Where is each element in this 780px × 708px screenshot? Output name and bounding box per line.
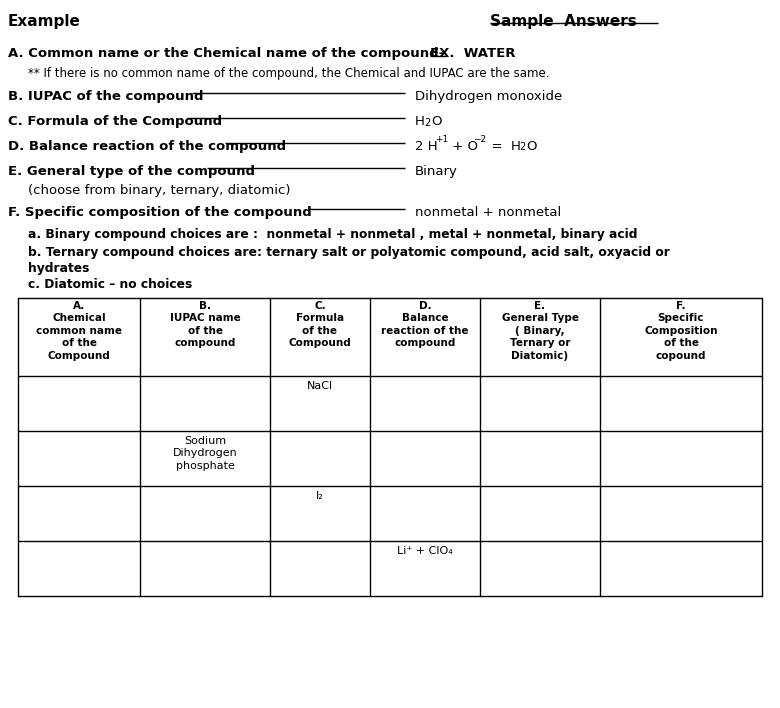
- Text: a. Binary compound choices are :  nonmetal + nonmetal , metal + nonmetal, binary: a. Binary compound choices are : nonmeta…: [28, 228, 637, 241]
- Text: −2: −2: [473, 135, 486, 144]
- Text: B. IUPAC of the compound: B. IUPAC of the compound: [8, 90, 204, 103]
- Text: b. Ternary compound choices are: ternary salt or polyatomic compound, acid salt,: b. Ternary compound choices are: ternary…: [28, 246, 670, 259]
- Text: =  H: = H: [483, 140, 521, 153]
- Text: B.
IUPAC name
of the
compound: B. IUPAC name of the compound: [169, 301, 240, 348]
- Text: Example: Example: [8, 14, 81, 29]
- Text: (choose from binary, ternary, diatomic): (choose from binary, ternary, diatomic): [28, 184, 290, 197]
- Text: O: O: [431, 115, 441, 128]
- Text: Sample  Answers: Sample Answers: [490, 14, 636, 29]
- Text: C. Formula of the Compound: C. Formula of the Compound: [8, 115, 222, 128]
- Text: D.
Balance
reaction of the
compound: D. Balance reaction of the compound: [381, 301, 469, 348]
- Text: Li⁺ + ClO₄: Li⁺ + ClO₄: [397, 546, 453, 556]
- Text: D. Balance reaction of the compound: D. Balance reaction of the compound: [8, 140, 286, 153]
- Text: 2 H: 2 H: [415, 140, 438, 153]
- Text: Binary: Binary: [415, 165, 458, 178]
- Text: NaCl: NaCl: [307, 381, 333, 391]
- Text: c. Diatomic – no choices: c. Diatomic – no choices: [28, 278, 192, 291]
- Text: +1: +1: [435, 135, 448, 144]
- Text: F.
Specific
Composition
of the
copound: F. Specific Composition of the copound: [644, 301, 718, 360]
- Text: + O: + O: [448, 140, 478, 153]
- Text: H: H: [415, 115, 425, 128]
- Text: A.
Chemical
common name
of the
Compound: A. Chemical common name of the Compound: [36, 301, 122, 360]
- Text: I₂: I₂: [316, 491, 324, 501]
- Text: E.
General Type
( Binary,
Ternary or
Diatomic): E. General Type ( Binary, Ternary or Dia…: [502, 301, 579, 360]
- Text: EX.  WATER: EX. WATER: [430, 47, 516, 60]
- Text: C.
Formula
of the
Compound: C. Formula of the Compound: [289, 301, 351, 348]
- Text: 2: 2: [519, 142, 525, 152]
- Text: 2: 2: [424, 118, 431, 127]
- Text: F. Specific composition of the compound: F. Specific composition of the compound: [8, 206, 312, 219]
- Text: A. Common name or the Chemical name of the compound-: A. Common name or the Chemical name of t…: [8, 47, 445, 60]
- Text: E. General type of the compound: E. General type of the compound: [8, 165, 255, 178]
- Text: Sodium
Dihydrogen
phosphate: Sodium Dihydrogen phosphate: [172, 436, 237, 471]
- Text: hydrates: hydrates: [28, 262, 90, 275]
- Text: Dihydrogen monoxide: Dihydrogen monoxide: [415, 90, 562, 103]
- Text: ** If there is no common name of the compound, the Chemical and IUPAC are the sa: ** If there is no common name of the com…: [28, 67, 549, 80]
- Text: nonmetal + nonmetal: nonmetal + nonmetal: [415, 206, 562, 219]
- Text: O: O: [526, 140, 537, 153]
